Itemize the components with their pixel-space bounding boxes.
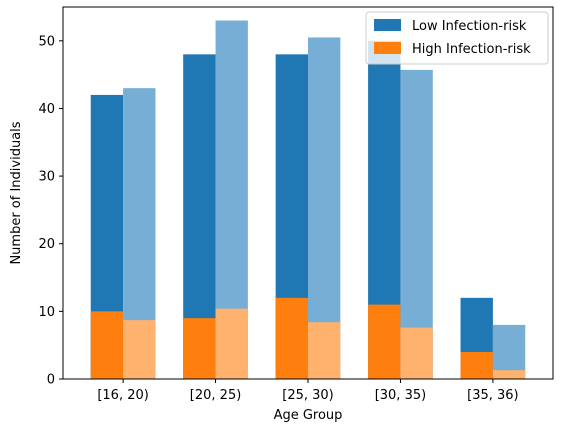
legend: Low Infection-risk High Infection-risk (365, 11, 549, 65)
y-tick-label-4: 40 (38, 102, 55, 117)
legend-label-high: High Infection-risk (412, 42, 531, 57)
x-tick-label-2: [25, 30) (282, 388, 334, 403)
x-tick-label-0: [16, 20) (97, 388, 149, 403)
bar-high-left-1 (183, 318, 216, 379)
x-tick-label-4: [35, 36) (467, 388, 519, 403)
y-axis-title: Number of Individuals (9, 121, 24, 264)
bar-low-right-4 (492, 324, 526, 379)
legend-swatch-low (374, 19, 401, 31)
bar-high-left-4 (460, 351, 493, 379)
bar-high-left-3 (368, 304, 401, 379)
legend-label-low: Low Infection-risk (412, 19, 527, 34)
x-axis-title: Age Group (274, 408, 343, 423)
legend-box (365, 11, 549, 65)
bar-high-right-4 (492, 370, 526, 379)
x-axis: [16, 20) [20, 25) [25, 30) [30, 35) [35, 36) (97, 379, 519, 403)
y-tick-label-1: 10 (38, 305, 55, 320)
bars-group (90, 20, 526, 380)
x-tick-label-3: [30, 35) (375, 388, 427, 403)
y-tick-label-3: 30 (38, 170, 55, 185)
bar-low-right-3 (400, 69, 433, 379)
bar-high-right-2 (308, 322, 341, 379)
bar-high-right-0 (123, 320, 156, 379)
bar-high-right-1 (215, 308, 248, 379)
y-tick-label-0: 0 (47, 373, 55, 388)
plot-frame (62, 6, 554, 380)
bar-high-right-3 (400, 327, 433, 379)
bar-high-left-0 (90, 311, 124, 379)
y-tick-label-5: 50 (38, 34, 55, 49)
bar-high-left-2 (275, 297, 308, 379)
y-tick-label-2: 20 (38, 237, 55, 252)
legend-swatch-high (374, 42, 401, 54)
bar-low-right-2 (308, 37, 341, 379)
y-axis: 0 10 20 30 40 50 (38, 34, 63, 388)
x-tick-label-1: [20, 25) (190, 388, 242, 403)
